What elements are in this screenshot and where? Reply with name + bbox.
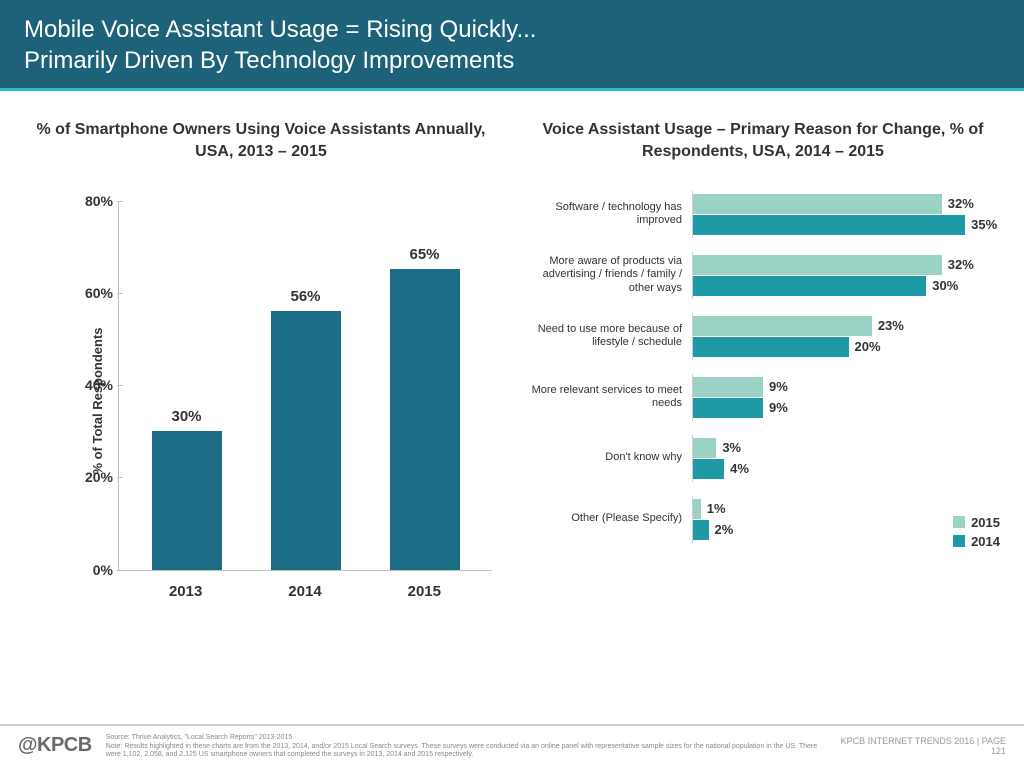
left-panel: % of Smartphone Owners Using Voice Assis… xyxy=(20,119,502,610)
hbar-value-label: 1% xyxy=(707,499,726,519)
title-line-1: Mobile Voice Assistant Usage = Rising Qu… xyxy=(24,14,1000,45)
bar-rect xyxy=(271,311,341,570)
hbar-rect: 32% xyxy=(693,194,942,214)
bar-value-label: 65% xyxy=(409,246,439,263)
right-chart-title: Voice Assistant Usage – Primary Reason f… xyxy=(522,119,1004,162)
bar-column: 30% xyxy=(133,408,240,570)
bar-plot-area: 30%56%65% 0%20%40%60%80% xyxy=(118,201,492,571)
bar-chart: % of Total Respondents 30% 56% 65% 0% 20% 40… xyxy=(68,191,492,611)
hbar-rect: 35% xyxy=(693,215,965,235)
hbar-row: More aware of products via advertising /… xyxy=(522,252,1004,299)
hbar-value-label: 4% xyxy=(730,459,749,479)
hbar-rect: 9% xyxy=(693,377,763,397)
title-line-2: Primarily Driven By Technology Improveme… xyxy=(24,45,1000,76)
hbar-track: 32%30% xyxy=(692,252,1004,299)
brand-logo: @KPCB xyxy=(18,734,92,757)
x-tick: 2013 xyxy=(132,575,239,611)
hbar-row: Need to use more because of lifestyle / … xyxy=(522,313,1004,360)
bars-row: 30% 56% 65% xyxy=(119,201,492,570)
hbar-category-label: Need to use more because of lifestyle / … xyxy=(522,323,692,349)
page-meta-2: 121 xyxy=(841,746,1006,756)
hbar-chart: Software / technology has improved32%35%… xyxy=(522,191,1004,543)
right-panel: Voice Assistant Usage – Primary Reason f… xyxy=(522,119,1004,610)
hbar-value-label: 3% xyxy=(722,438,741,458)
hbar-value-label: 35% xyxy=(971,215,997,235)
legend-item: 2014 xyxy=(953,534,1000,549)
x-ticks: 2013 2014 2015 xyxy=(118,575,492,611)
hbar-track: 3%4% xyxy=(692,435,1004,482)
hbar-track: 9%9% xyxy=(692,374,1004,421)
bar-value-label: 30% xyxy=(171,408,201,425)
footnote-note: Note: Results highlighted in these chart… xyxy=(106,743,827,761)
y-tick: 20% xyxy=(71,469,113,485)
footnote: Source: Thrive Analytics, "Local Search … xyxy=(106,734,827,760)
hbar-row: More relevant services to meet needs9%9% xyxy=(522,374,1004,421)
footnote-source: Source: Thrive Analytics, "Local Search … xyxy=(106,734,827,743)
hbar-rect: 1% xyxy=(693,499,701,519)
footer: @KPCB Source: Thrive Analytics, "Local S… xyxy=(0,724,1024,768)
brand-at: @ xyxy=(18,734,37,757)
slide-header: Mobile Voice Assistant Usage = Rising Qu… xyxy=(0,0,1024,88)
hbar-rect: 32% xyxy=(693,255,942,275)
hbar-value-label: 32% xyxy=(948,255,974,275)
x-tick: 2015 xyxy=(371,575,478,611)
hbar-value-label: 9% xyxy=(769,377,788,397)
hbar-rect: 3% xyxy=(693,438,716,458)
hbar-rect: 2% xyxy=(693,520,709,540)
bar-column: 56% xyxy=(252,288,359,570)
hbar-category-label: Software / technology has improved xyxy=(522,201,692,227)
y-tick: 0% xyxy=(71,562,113,578)
brand-name: KPCB xyxy=(37,734,92,757)
hbar-rect: 4% xyxy=(693,459,724,479)
legend-label: 2014 xyxy=(971,534,1000,549)
hbar-rect: 20% xyxy=(693,337,849,357)
bar-rect xyxy=(152,431,222,570)
hbar-track: 32%35% xyxy=(692,191,1004,238)
x-tick: 2014 xyxy=(251,575,358,611)
hbar-track: 23%20% xyxy=(692,313,1004,360)
hbar-value-label: 9% xyxy=(769,398,788,418)
hbar-category-label: More aware of products via advertising /… xyxy=(522,255,692,295)
hbar-value-label: 2% xyxy=(715,520,734,540)
hbar-value-label: 20% xyxy=(855,337,881,357)
hbar-value-label: 23% xyxy=(878,316,904,336)
y-axis-label: % of Total Respondents xyxy=(90,327,105,474)
bar-value-label: 56% xyxy=(290,288,320,305)
hbar-row: Other (Please Specify)1%2% xyxy=(522,496,1004,543)
bar-rect xyxy=(390,269,460,570)
hbar-row: Don't know why3%4% xyxy=(522,435,1004,482)
y-tick: 40% xyxy=(71,377,113,393)
content-area: % of Smartphone Owners Using Voice Assis… xyxy=(0,91,1024,610)
legend-swatch xyxy=(953,516,965,528)
hbar-value-label: 30% xyxy=(932,276,958,296)
bar-column: 65% xyxy=(371,246,478,570)
hbar-category-label: Don't know why xyxy=(522,451,692,464)
page-meta: KPCB INTERNET TRENDS 2016 | PAGE 121 xyxy=(841,734,1006,756)
legend-swatch xyxy=(953,535,965,547)
hbar-rect: 23% xyxy=(693,316,872,336)
hbar-category-label: More relevant services to meet needs xyxy=(522,384,692,410)
hbar-rect: 9% xyxy=(693,398,763,418)
left-chart-title: % of Smartphone Owners Using Voice Assis… xyxy=(20,119,502,162)
legend-item: 2015 xyxy=(953,515,1000,530)
legend-label: 2015 xyxy=(971,515,1000,530)
y-tick: 80% xyxy=(71,193,113,209)
page-meta-1: KPCB INTERNET TRENDS 2016 | PAGE xyxy=(841,736,1006,746)
y-tick: 60% xyxy=(71,285,113,301)
hbar-category-label: Other (Please Specify) xyxy=(522,512,692,525)
hbar-row: Software / technology has improved32%35% xyxy=(522,191,1004,238)
hbar-rect: 30% xyxy=(693,276,926,296)
hbar-value-label: 32% xyxy=(948,194,974,214)
legend: 2015 2014 xyxy=(953,511,1000,549)
